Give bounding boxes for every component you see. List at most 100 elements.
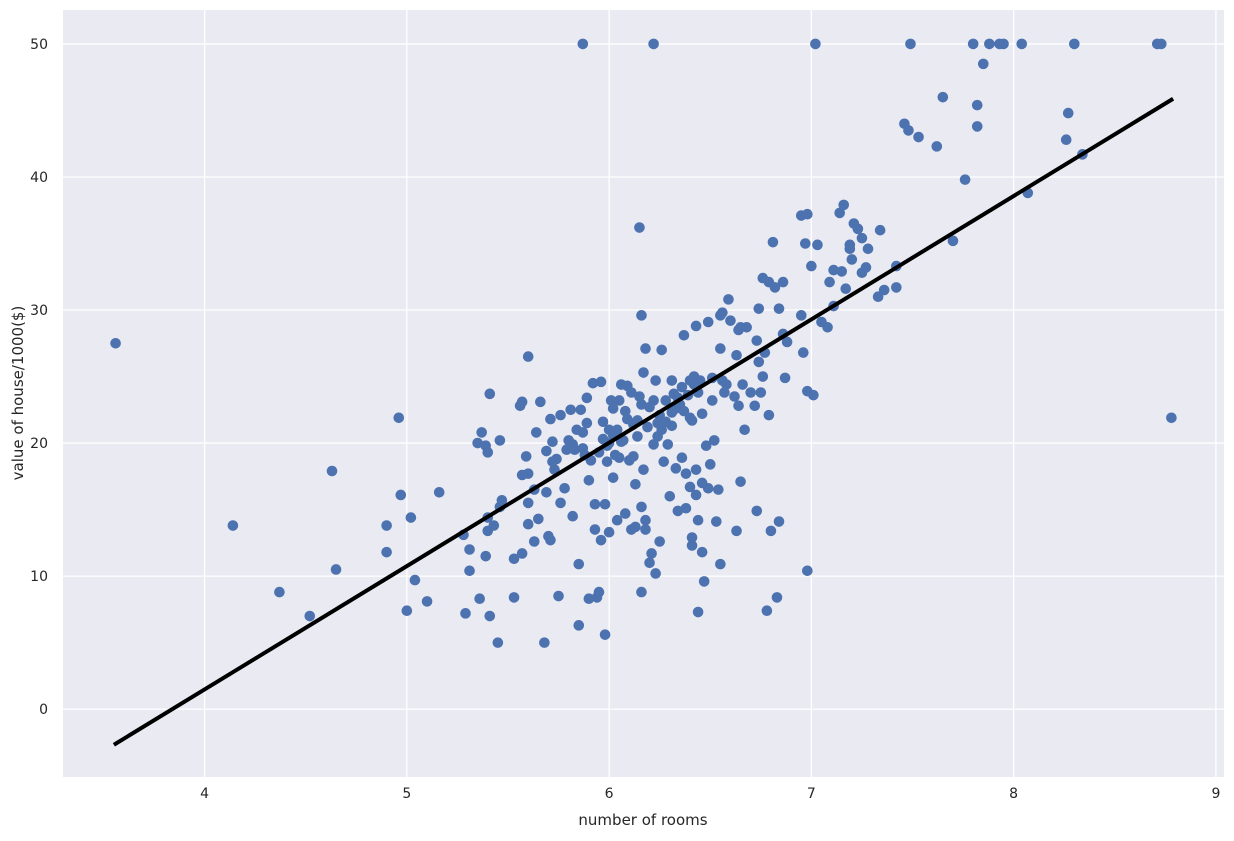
grid [63,10,1224,777]
data-point [998,38,1009,50]
data-point [905,38,916,50]
data-point [274,586,285,598]
data-point [619,405,631,417]
data-point [686,540,698,551]
data-point [838,199,850,211]
data-point [522,468,534,479]
data-point [577,443,589,454]
data-point [680,468,692,479]
data-point [731,349,742,361]
data-point [492,637,504,648]
data-point [545,413,556,425]
data-point [723,294,734,305]
data-point [822,322,833,333]
x-tick-labels: 4 5 6 7 8 9 [200,786,1220,802]
data-point [704,459,716,470]
data-point [749,400,761,412]
data-point [1016,38,1028,50]
data-point [662,439,674,450]
data-point [824,276,835,288]
data-point [227,520,239,531]
data-point [971,121,983,132]
data-point [567,510,579,522]
data-point [522,518,534,530]
data-point [713,484,724,495]
data-point [806,260,817,272]
data-point [607,472,619,483]
data-point [690,320,702,332]
data-point [652,431,663,442]
data-point [577,38,589,50]
data-point [836,266,848,277]
data-point [680,502,692,514]
data-point [613,395,625,406]
data-point [660,416,672,428]
data-point [773,303,785,314]
data-point [484,388,496,400]
data-point [632,431,643,442]
data-point [834,207,845,219]
x-tick-label: 4 [200,786,209,802]
data-point [630,479,641,490]
data-point [533,513,544,525]
x-tick-label: 9 [1211,786,1220,802]
data-point [692,514,704,526]
data-point [971,99,983,111]
data-point [686,415,698,426]
data-point [676,452,688,463]
data-point [644,557,655,569]
data-point [593,586,605,598]
data-point [777,276,789,288]
data-point [460,608,471,619]
data-point [781,336,793,348]
data-point [808,389,819,401]
data-point [634,391,645,402]
data-point [611,514,623,526]
data-point [516,548,528,559]
data-point [522,351,534,362]
data-point [636,399,647,410]
data-point [800,238,811,249]
data-point [630,521,641,533]
data-point [684,481,696,493]
data-point [650,568,661,579]
data-point [508,553,520,565]
data-point [541,486,552,498]
data-point [891,282,902,293]
data-point [644,401,655,413]
data-point [541,445,552,457]
data-point [482,447,494,458]
data-point [472,437,483,449]
data-point [733,400,744,412]
data-point [494,435,506,446]
data-point [565,404,576,416]
data-point [646,548,657,559]
data-point [767,236,779,248]
data-point [658,456,670,467]
data-point [745,387,757,398]
data-point [664,490,676,502]
data-point [753,356,765,368]
data-point [634,222,645,233]
data-point [496,494,508,506]
data-point [678,329,690,341]
data-point [583,475,595,486]
data-point [528,536,540,547]
data-point [547,436,558,448]
data-point [573,620,585,631]
data-point [779,372,791,384]
data-point [903,125,914,136]
data-point [690,464,702,475]
data-point [721,379,732,390]
data-point [771,592,783,603]
data-point [421,596,433,607]
data-point [739,424,750,436]
data-point [1069,38,1080,50]
data-point [757,371,769,382]
data-point [326,465,338,477]
data-point [619,508,631,519]
data-point [741,322,752,333]
data-point [522,497,534,509]
data-point [751,505,763,517]
y-tick-label: 30 [30,303,48,319]
